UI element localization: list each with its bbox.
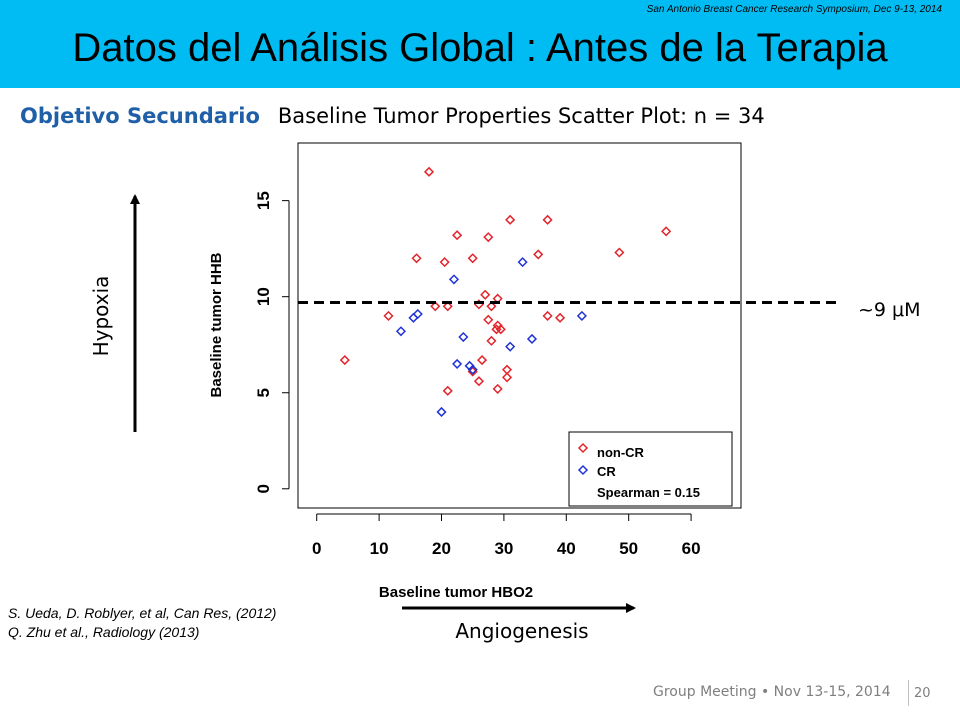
point-non-cr [483,314,494,325]
objective-label: Objetivo Secundario [20,104,260,128]
point-non-cr [442,301,453,312]
legend-marker-non-cr [577,442,589,454]
slide-title: Datos del Análisis Global : Antes de la … [72,26,888,70]
legend-label-non-cr: non-CR [597,445,645,460]
point-non-cr [423,166,435,177]
y-tick-label: 10 [254,287,273,306]
chart-subtitle: Baseline Tumor Properties Scatter Plot: … [277,104,765,128]
threshold-label: ~9 μM [858,299,921,321]
legend-spearman: Spearman = 0.15 [597,485,700,500]
point-cr [408,312,419,323]
point-non-cr [473,376,485,387]
x-axis-label: Baseline tumor HBO2 [379,584,533,601]
point-cr [452,358,463,369]
point-non-cr [614,247,625,258]
legend-box [568,431,733,507]
page-number: 20 [914,686,931,701]
point-cr [517,257,528,268]
legend-marker-cr [577,464,589,476]
point-non-cr [492,383,503,394]
point-cr [395,326,407,337]
point-non-cr [661,226,672,237]
point-non-cr [480,289,491,300]
point-non-cr [495,324,506,335]
point-non-cr [452,230,463,241]
hypoxia-label: Hypoxia [89,276,113,357]
angiogenesis-label: Angiogenesis [455,619,588,643]
x-tick-label: 0 [312,539,321,558]
point-non-cr [542,214,553,225]
point-cr [576,310,587,321]
point-non-cr [505,214,516,225]
point-non-cr [483,232,494,243]
point-cr [505,341,516,352]
point-non-cr [477,355,488,366]
legend-label-cr: CR [597,464,616,479]
x-tick-label: 10 [370,539,389,558]
point-cr [526,333,538,345]
point-cr [436,406,447,418]
point-non-cr [411,253,422,264]
y-tick-label: 5 [254,388,273,397]
point-non-cr [439,257,450,268]
conference-label: San Antonio Breast Cancer Research Sympo… [646,4,942,15]
page-divider [908,680,937,706]
point-non-cr [339,355,350,366]
point-cr [458,331,469,343]
reference-item: S. Ueda, D. Roblyer, et al, Can Res, (20… [8,605,277,621]
reference-item: Q. Zhu et al., Radiology (2013) [8,624,200,640]
point-non-cr [486,301,497,312]
point-non-cr [442,385,453,396]
point-non-cr [467,253,478,264]
x-tick-label: 50 [619,539,638,558]
legend: non-CR CR Spearman = 0.15 [568,431,733,507]
slide-header: San Antonio Breast Cancer Research Sympo… [0,0,960,88]
x-tick-label: 20 [432,539,451,558]
point-cr [412,308,423,320]
point-non-cr [542,310,553,321]
references: S. Ueda, D. Roblyer, et al, Can Res, (20… [8,604,276,642]
y-tick-label: 0 [254,484,273,493]
x-tick-label: 40 [557,539,576,558]
x-tick-label: 30 [494,539,513,558]
footer-text: Group Meeting • Nov 13-15, 2014 [653,684,891,700]
point-cr [448,274,460,285]
point-non-cr [430,301,441,312]
x-tick-label: 60 [682,539,701,558]
point-non-cr [533,249,544,260]
subtitle-row: Objetivo Secundario Baseline Tumor Proper… [20,104,765,128]
y-tick-label: 15 [254,191,273,210]
point-non-cr [554,312,566,323]
point-non-cr [501,372,513,383]
plot-frame [297,142,742,509]
point-non-cr [486,335,497,346]
point-non-cr [383,310,394,321]
point-cr [467,364,478,375]
y-axis-label: Baseline tumor HHB [208,252,225,397]
